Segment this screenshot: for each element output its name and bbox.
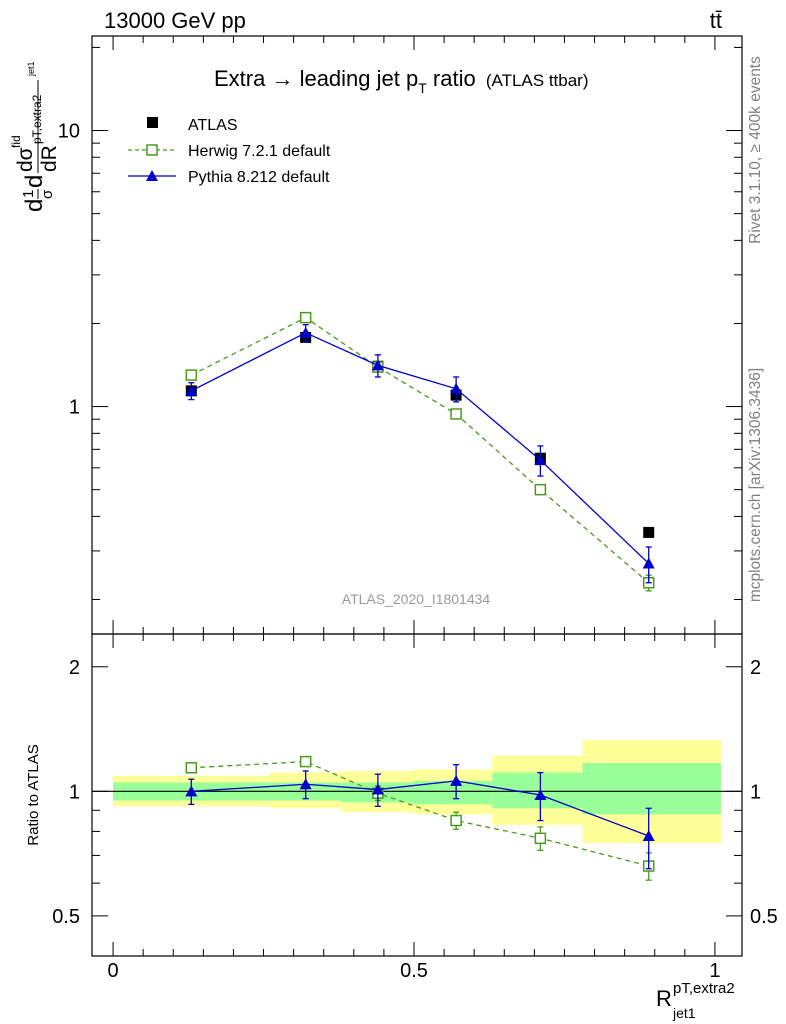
mcplots-label: mcplots.cern.ch [arXiv:1306.3436] xyxy=(747,368,764,602)
ratio-pythia-line xyxy=(191,780,649,837)
rivet-label: Rivet 3.1.10, ≥ 400k events xyxy=(747,56,764,244)
main-atlas-point-5 xyxy=(643,526,655,538)
ratio-ytick-label-right-2: 2 xyxy=(750,657,761,679)
main-pythia-point-4 xyxy=(534,454,547,466)
legend-marker-herwig xyxy=(146,144,158,156)
main-ylabel-sigma: σ xyxy=(39,189,56,199)
ratio-pythia-point-0 xyxy=(185,785,198,797)
main-ytick-label-1: 10 xyxy=(58,121,80,143)
plot-title-main: Extra → leading jet p xyxy=(214,66,418,91)
plot-title: Extra → leading jet pT ratio (ATLAS ttba… xyxy=(214,66,589,96)
xtick-label-2: 1 xyxy=(709,960,720,982)
legend-label-pythia: Pythia 8.212 default xyxy=(188,169,330,186)
ratio-ytick-label-right-0: 0.5 xyxy=(750,906,778,928)
xlabel-sub: jet1 xyxy=(672,1005,696,1021)
main-ylabel-d2: d xyxy=(21,175,48,188)
main-herwig-point-3 xyxy=(450,408,462,420)
xtick-label-0: 0 xyxy=(108,960,119,982)
ratio-ytick-label-left-2: 2 xyxy=(69,657,80,679)
band-inner-4 xyxy=(492,772,583,809)
legend-marker-pythia xyxy=(146,170,158,181)
main-pythia-point-3 xyxy=(450,382,463,394)
legend: ATLAS Herwig 7.2.1 default Pythia 8.212 … xyxy=(128,117,331,186)
ratio-herwig-point-4 xyxy=(534,832,547,845)
xlabel: R pT,extra2 jet1 xyxy=(656,980,735,1021)
band-inner-3 xyxy=(413,780,493,805)
ratio-pythia-point-5 xyxy=(642,829,655,841)
main-pythia-line xyxy=(191,332,650,565)
ratio-herwig-line xyxy=(191,760,649,867)
main-pythia-point-0 xyxy=(185,384,198,396)
main-herwig-point-4 xyxy=(534,483,547,496)
main-ylabel-sub: jet1 xyxy=(26,61,36,77)
ratio-pythia-point-2 xyxy=(371,783,384,795)
main-series-layer xyxy=(185,311,655,592)
main-ylabel-sup: pT,extra2 xyxy=(30,94,44,144)
ratio-ytick-label-left-0: 0.5 xyxy=(52,906,80,928)
main-ylabel-one: 1 xyxy=(20,190,37,198)
ratio-pythia-point-3 xyxy=(450,774,463,786)
header-left: 13000 GeV pp xyxy=(104,8,246,33)
plot-title-small: (ATLAS ttbar) xyxy=(486,71,589,90)
ratio-series-layer xyxy=(185,755,655,881)
header-right: tt̄ xyxy=(710,8,722,33)
ratio-herwig-point-3 xyxy=(450,814,462,827)
main-ylabel-dr: dR xyxy=(38,145,61,172)
ratio-ytick-label-right-1: 1 xyxy=(750,781,761,803)
main-ylabel-dsigma: dσ xyxy=(14,147,37,172)
main-pythia-point-1 xyxy=(299,326,312,338)
main-ylabel: d 1 σ d dσ fid dR pT,extra2 jet1 xyxy=(9,61,61,212)
xtick-label-1: 0.5 xyxy=(400,960,428,982)
xlabel-main: R xyxy=(656,986,672,1011)
legend-label-atlas: ATLAS xyxy=(188,117,238,134)
ratio-herwig-point-0 xyxy=(185,762,198,774)
main-pythia-point-5 xyxy=(642,557,655,569)
ratio-plot-frame xyxy=(91,633,743,957)
ratio-pythia-point-4 xyxy=(534,788,547,800)
main-ylabel-fid: fid xyxy=(9,135,23,148)
plot-title-sub: T xyxy=(418,80,427,96)
main-ytick-label-0: 1 xyxy=(69,397,80,419)
legend-marker-atlas xyxy=(147,117,158,128)
ratio-pythia-point-1 xyxy=(299,778,312,790)
main-herwig-point-0 xyxy=(185,369,198,381)
main-herwig-line xyxy=(191,316,650,584)
plot-title-tail: ratio xyxy=(427,66,476,91)
axes-layer: 0 0.5 1 1 10 0.5 0.5 1 1 2 2 xyxy=(52,36,778,982)
ratio-ytick-label-left-1: 1 xyxy=(69,781,80,803)
xlabel-sup: pT,extra2 xyxy=(673,980,735,997)
ratio-ylabel: Ratio to ATLAS xyxy=(25,744,42,845)
legend-label-herwig: Herwig 7.2.1 default xyxy=(188,143,331,160)
main-ylabel-d1: d xyxy=(21,199,48,212)
main-herwig-point-1 xyxy=(299,311,312,324)
band-inner-5 xyxy=(582,763,721,815)
main-pythia-point-2 xyxy=(371,359,384,371)
analysis-id: ATLAS_2020_I1801434 xyxy=(342,591,491,607)
ratio-herwig-point-1 xyxy=(299,755,312,768)
